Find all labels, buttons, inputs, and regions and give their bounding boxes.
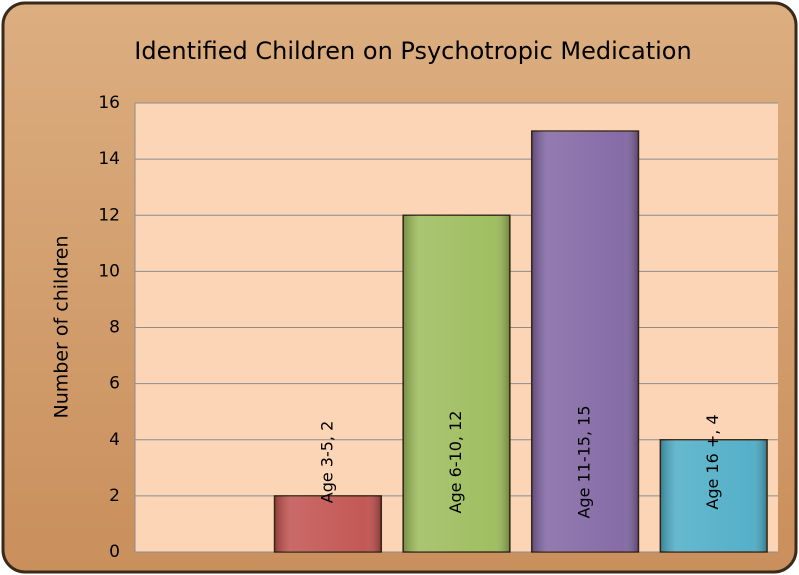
y-axis-label: Number of children <box>51 236 73 419</box>
data-label: Age 6-10, 12 <box>446 411 465 514</box>
data-label: Age 16 +, 4 <box>703 414 722 509</box>
bar <box>273 495 383 553</box>
y-tick-label: 2 <box>109 486 120 506</box>
y-tick-label: 4 <box>109 430 120 450</box>
data-label: Age 3-5, 2 <box>317 421 336 504</box>
y-tick-label: 16 <box>98 93 120 113</box>
y-tick-label: 12 <box>98 205 120 225</box>
y-tick-label: 10 <box>98 261 120 281</box>
y-tick-label: 0 <box>109 542 120 562</box>
y-tick-label: 14 <box>98 149 120 169</box>
data-label: Age 11-15, 15 <box>575 405 594 518</box>
y-tick-label: 8 <box>109 318 120 338</box>
chart-title: Identified Children on Psychotropic Medi… <box>134 37 691 65</box>
y-tick-label: 6 <box>109 374 120 394</box>
